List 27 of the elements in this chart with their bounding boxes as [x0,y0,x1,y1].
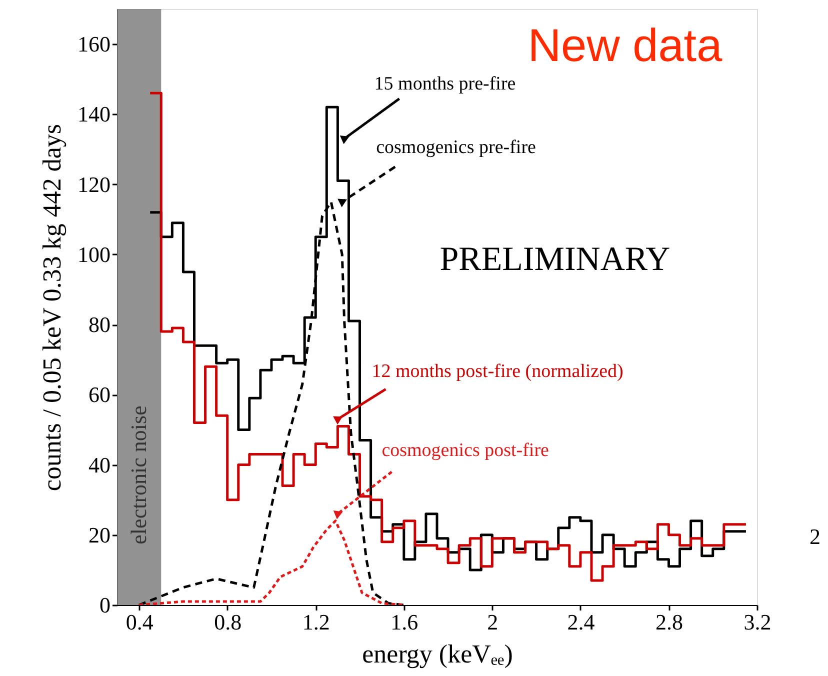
y-tick-label: 60 [88,382,110,408]
x-tick-label: 0.8 [214,610,242,634]
band-label: electronic noise [126,406,152,544]
x-tick-label: 3.2 [744,610,772,634]
y-tick-label: 0 [100,592,110,618]
x-tick-label: 2 [487,610,498,634]
y-tick-label: 80 [88,312,110,338]
x-tick-label: 1.6 [390,610,418,634]
y-tick-label: 100 [78,242,110,267]
y-tick-label: 140 [78,102,110,127]
y-axis-title: counts / 0.05 keV 0.33 kg 442 days [38,124,66,492]
annotation: New data [528,19,723,71]
x-axis-title: energy (keVₑₑ) [362,640,513,668]
x-tick-label: 2.8 [655,610,683,634]
annotation: PRELIMINARY [440,241,670,278]
annotation: 12 months post-fire (normalized) [372,361,624,382]
annotation: cosmogenics post-fire [382,440,549,461]
y-tick-label: 160 [78,32,110,57]
y-tick-label: 20 [88,522,110,548]
text: 2 [810,524,820,549]
x-tick-label: 2.4 [567,610,595,634]
annotation: cosmogenics pre-fire [376,136,536,158]
annotation: 15 months pre-fire [374,74,516,95]
x-tick-label: 1.2 [302,610,330,634]
y-tick-label: 40 [88,452,110,478]
y-tick-label: 120 [78,172,110,197]
x-tick-label: 0.4 [126,610,154,634]
